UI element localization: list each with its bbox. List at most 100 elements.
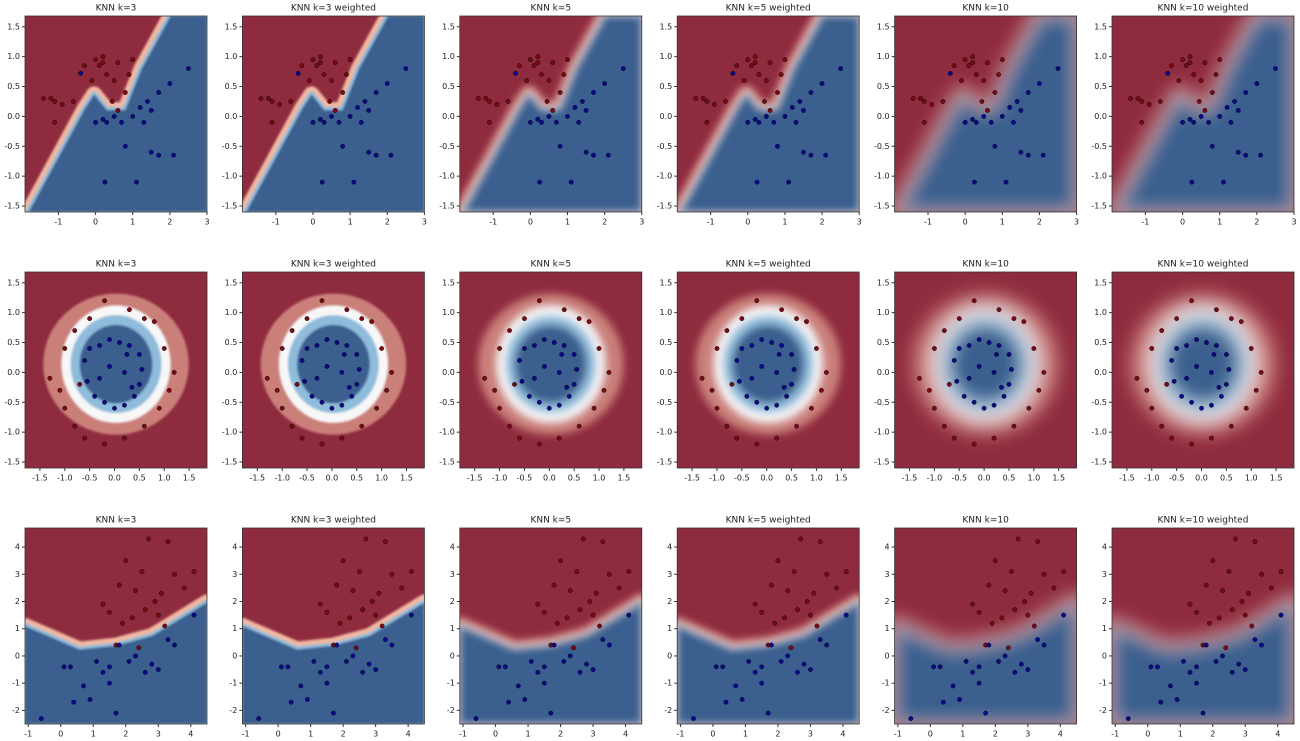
point — [165, 637, 171, 643]
point — [156, 90, 162, 95]
point — [989, 620, 995, 626]
y-tick-label: 1.0 — [659, 52, 672, 61]
point — [823, 369, 829, 375]
point — [1028, 590, 1034, 596]
point — [765, 710, 771, 716]
y-tick-label: -0.5 — [222, 398, 238, 407]
point — [597, 623, 602, 629]
point — [843, 569, 849, 574]
point — [148, 108, 154, 113]
point — [258, 96, 264, 101]
point — [1242, 667, 1248, 672]
x-tick-label: 1.0 — [375, 474, 388, 483]
point — [744, 393, 750, 399]
y-tick-label: -1.0 — [4, 172, 20, 181]
x-tick-label: 2 — [1210, 730, 1215, 739]
point — [986, 340, 992, 345]
y-tick-label: -1.0 — [222, 428, 238, 437]
point — [512, 381, 517, 387]
panel-title: KNN k=10 weighted — [1158, 4, 1249, 14]
point — [746, 658, 752, 664]
point — [593, 590, 599, 596]
point — [373, 90, 379, 95]
point — [981, 405, 987, 411]
point — [494, 102, 500, 107]
x-tick-label: 0 — [276, 730, 281, 739]
point — [772, 620, 778, 626]
point — [804, 319, 809, 324]
point — [515, 683, 521, 689]
point — [319, 298, 325, 304]
point — [947, 70, 953, 76]
point — [1203, 642, 1209, 648]
point — [156, 405, 162, 411]
point — [941, 328, 947, 333]
y-tick-label: 2 — [450, 597, 455, 606]
point — [269, 99, 275, 104]
point — [310, 119, 316, 125]
x-tick-label: 1 — [565, 218, 570, 227]
x-tick-label: 1 — [1178, 730, 1183, 739]
point — [349, 393, 355, 399]
point — [1248, 346, 1254, 351]
point — [120, 620, 125, 626]
point — [1213, 658, 1219, 664]
point — [360, 607, 366, 613]
point — [319, 399, 325, 405]
point — [606, 571, 612, 577]
point — [1209, 435, 1214, 441]
point — [784, 393, 789, 399]
point — [317, 116, 323, 122]
point — [127, 307, 132, 313]
point — [362, 99, 368, 104]
y-tick-label: 0.0 — [1094, 112, 1107, 121]
point — [505, 99, 511, 104]
point — [554, 620, 560, 626]
point — [539, 72, 544, 77]
y-tick-label: 4 — [15, 543, 20, 552]
point — [256, 716, 262, 721]
y-tick-label: 1.5 — [1094, 22, 1107, 31]
point — [724, 328, 730, 333]
panel — [25, 16, 207, 212]
point — [626, 612, 632, 618]
point — [324, 664, 330, 670]
panel-title: KNN k=3 weighted — [291, 260, 376, 270]
point — [801, 149, 806, 155]
x-tick-label: 2 — [993, 730, 998, 739]
y-tick-label: 4 — [667, 543, 672, 552]
point — [77, 381, 83, 387]
panel — [459, 528, 642, 724]
point — [576, 316, 582, 322]
y-tick-label: -0.5 — [657, 142, 673, 151]
point — [1228, 316, 1234, 322]
axes-frame — [676, 271, 860, 469]
x-tick-label: 4 — [188, 730, 193, 739]
axes-frame — [241, 15, 425, 213]
point — [343, 72, 349, 77]
y-tick-label: 1.0 — [877, 52, 890, 61]
point — [749, 375, 755, 381]
x-tick-label: 4 — [840, 730, 845, 739]
point — [92, 393, 98, 399]
point — [360, 669, 366, 675]
panel — [242, 16, 425, 212]
point — [999, 113, 1005, 119]
point — [104, 72, 110, 77]
point — [791, 569, 797, 574]
y-tick-label: 1 — [15, 624, 20, 633]
point — [999, 57, 1005, 63]
point — [1194, 364, 1199, 369]
y-tick-label: -1.5 — [874, 202, 890, 211]
point — [804, 599, 810, 604]
point — [115, 60, 121, 66]
point — [100, 116, 106, 122]
point — [576, 423, 582, 429]
y-tick-label: 0.0 — [877, 112, 890, 121]
point — [47, 375, 53, 381]
point — [1194, 664, 1199, 670]
y-tick-label: -1 — [12, 679, 20, 688]
point — [353, 645, 359, 651]
point — [536, 298, 542, 304]
point — [789, 105, 795, 110]
